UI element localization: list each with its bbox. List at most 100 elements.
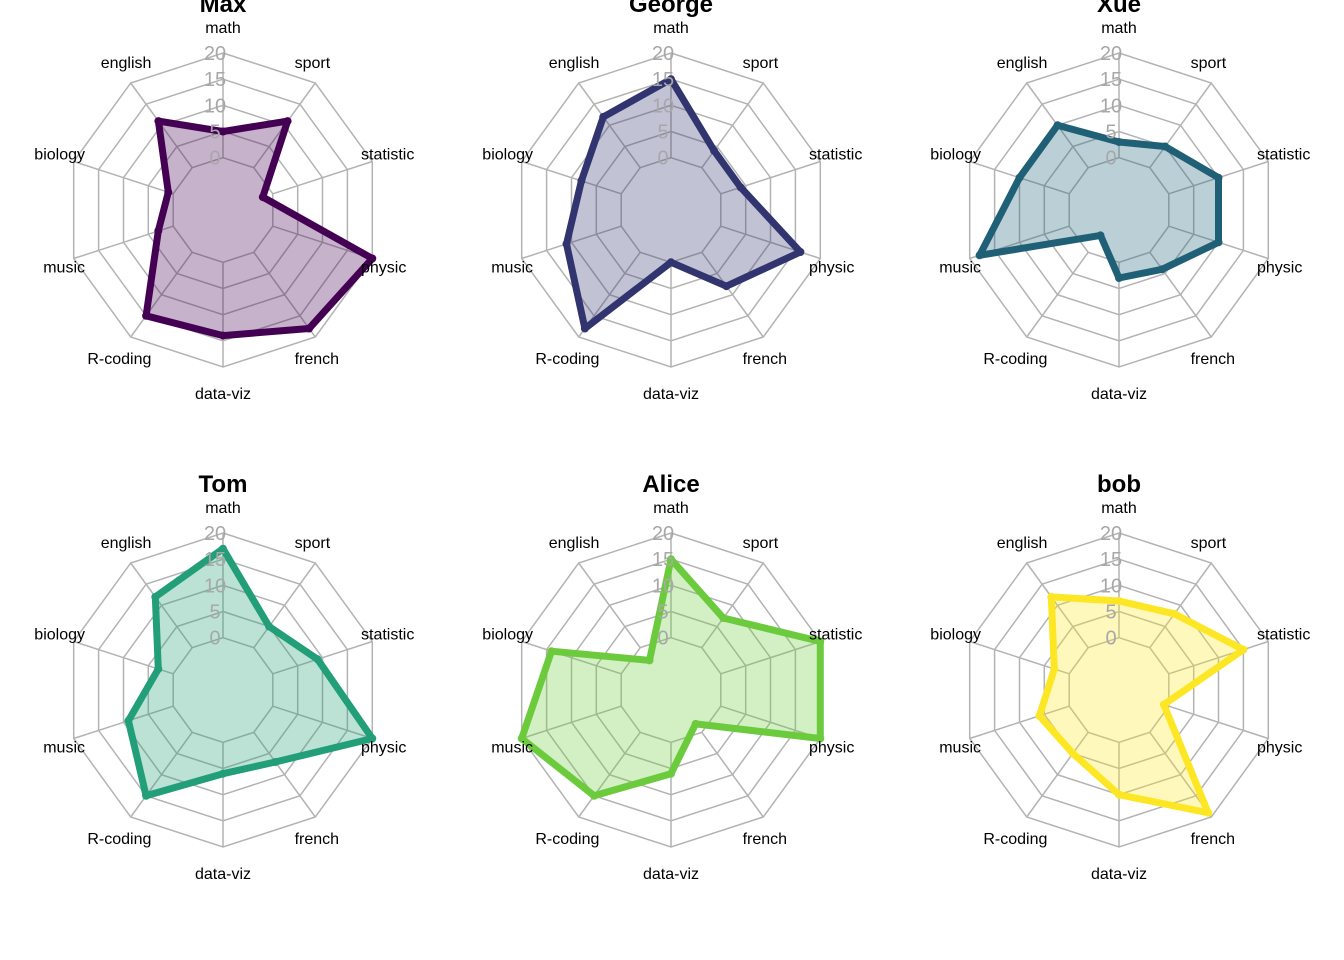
axis-label-english: english bbox=[549, 535, 600, 552]
data-point bbox=[1170, 609, 1179, 618]
axis-spoke bbox=[701, 562, 764, 649]
axis-spoke bbox=[1149, 82, 1212, 169]
axis-label-biology: biology bbox=[930, 146, 981, 163]
data-point bbox=[667, 555, 675, 564]
data-point bbox=[816, 637, 825, 646]
axis-spoke bbox=[521, 160, 622, 195]
radar-panel-3: 0 5 10 15 20 math sport statistic physic french da… bbox=[34, 471, 414, 883]
data-point bbox=[577, 176, 586, 185]
data-point bbox=[1035, 711, 1044, 720]
axis-label-biology: biology bbox=[34, 626, 85, 643]
axis-spoke bbox=[578, 82, 641, 169]
axis-label-statistic: statistic bbox=[361, 626, 414, 643]
axis-label-french: french bbox=[743, 831, 787, 848]
axis-label-french: french bbox=[1191, 351, 1235, 368]
data-point bbox=[1204, 808, 1213, 817]
axis-label-english: english bbox=[101, 535, 152, 552]
axis-label-statistic: statistic bbox=[809, 146, 862, 163]
tick-label: 10 bbox=[204, 95, 226, 117]
axis-label-data-viz: data-viz bbox=[643, 866, 699, 883]
tick-label: 10 bbox=[652, 95, 674, 117]
data-point bbox=[562, 240, 571, 248]
axis-label-R-coding: R-coding bbox=[535, 831, 599, 848]
tick-label: 0 bbox=[209, 628, 220, 650]
radar-panel-5: 0 5 10 15 20 math sport statistic physic french da… bbox=[930, 471, 1310, 883]
axis-spoke bbox=[272, 160, 373, 195]
data-point bbox=[590, 791, 599, 800]
axis-label-math: math bbox=[1101, 500, 1137, 517]
tick-label: 15 bbox=[652, 69, 674, 91]
axis-spoke bbox=[521, 225, 622, 260]
data-point bbox=[1214, 238, 1223, 247]
data-point bbox=[517, 734, 526, 743]
tick-label: 5 bbox=[209, 602, 220, 624]
axis-label-english: english bbox=[101, 55, 152, 72]
axis-label-music: music bbox=[939, 740, 981, 757]
axis-label-physic: physic bbox=[361, 260, 406, 277]
tick-label: 0 bbox=[657, 148, 668, 170]
axis-label-french: french bbox=[1191, 831, 1235, 848]
data-point bbox=[368, 254, 377, 263]
tick-label: 20 bbox=[1100, 43, 1122, 65]
axis-spoke bbox=[253, 251, 316, 338]
panel-title: George bbox=[629, 0, 713, 18]
axis-label-sport: sport bbox=[743, 535, 779, 552]
tick-label: 20 bbox=[652, 523, 674, 545]
axis-spoke bbox=[521, 640, 622, 675]
data-point bbox=[580, 324, 589, 333]
data-point bbox=[1050, 665, 1059, 673]
axis-label-physic: physic bbox=[1257, 260, 1302, 277]
axis-spoke bbox=[130, 562, 193, 649]
axis-label-french: french bbox=[295, 831, 339, 848]
axis-label-statistic: statistic bbox=[1257, 146, 1310, 163]
axis-label-math: math bbox=[205, 500, 241, 517]
axis-spoke bbox=[272, 705, 373, 740]
data-point bbox=[710, 146, 719, 155]
data-point bbox=[975, 251, 984, 260]
tick-label: 0 bbox=[1105, 628, 1116, 650]
data-point bbox=[667, 769, 675, 778]
axis-spoke bbox=[272, 640, 373, 675]
axis-spoke bbox=[720, 640, 821, 675]
panel-title: Tom bbox=[199, 471, 248, 498]
data-point bbox=[283, 117, 292, 126]
tick-label: 20 bbox=[1100, 523, 1122, 545]
axis-spoke bbox=[701, 731, 764, 818]
data-point bbox=[124, 716, 133, 725]
data-point bbox=[796, 248, 805, 256]
data-point bbox=[164, 188, 173, 197]
tick-label: 20 bbox=[204, 43, 226, 65]
tick-label: 15 bbox=[1100, 69, 1122, 91]
data-point bbox=[1158, 265, 1167, 274]
tick-label: 20 bbox=[204, 523, 226, 545]
data-point bbox=[219, 127, 227, 136]
axis-spoke bbox=[1168, 640, 1269, 675]
axis-label-statistic: statistic bbox=[361, 146, 414, 163]
axis-label-math: math bbox=[205, 20, 241, 37]
axis-label-english: english bbox=[549, 55, 600, 72]
axis-label-music: music bbox=[491, 740, 533, 757]
tick-label: 10 bbox=[1100, 95, 1122, 117]
axis-spoke bbox=[130, 251, 193, 338]
radar-panel-1: 0 5 10 15 20 math sport statistic physic french da… bbox=[482, 0, 862, 403]
axis-spoke bbox=[1026, 251, 1089, 338]
axis-label-data-viz: data-viz bbox=[643, 386, 699, 403]
axis-spoke bbox=[701, 251, 764, 338]
axis-label-data-viz: data-viz bbox=[1091, 866, 1147, 883]
axis-spoke bbox=[578, 731, 641, 818]
data-point bbox=[305, 324, 314, 333]
data-point bbox=[1096, 231, 1105, 240]
tick-label: 0 bbox=[1105, 148, 1116, 170]
data-point bbox=[719, 614, 728, 622]
tick-label: 5 bbox=[657, 602, 668, 624]
data-point bbox=[1047, 592, 1056, 601]
axis-label-math: math bbox=[653, 500, 689, 517]
axis-spoke bbox=[578, 562, 641, 649]
radar-panel-2: 0 5 10 15 20 math sport statistic physic french da… bbox=[930, 0, 1310, 403]
axis-label-math: math bbox=[1101, 20, 1137, 37]
data-point bbox=[547, 647, 556, 656]
tick-label: 0 bbox=[209, 148, 220, 170]
axis-label-statistic: statistic bbox=[1257, 626, 1310, 643]
axis-label-biology: biology bbox=[482, 626, 533, 643]
